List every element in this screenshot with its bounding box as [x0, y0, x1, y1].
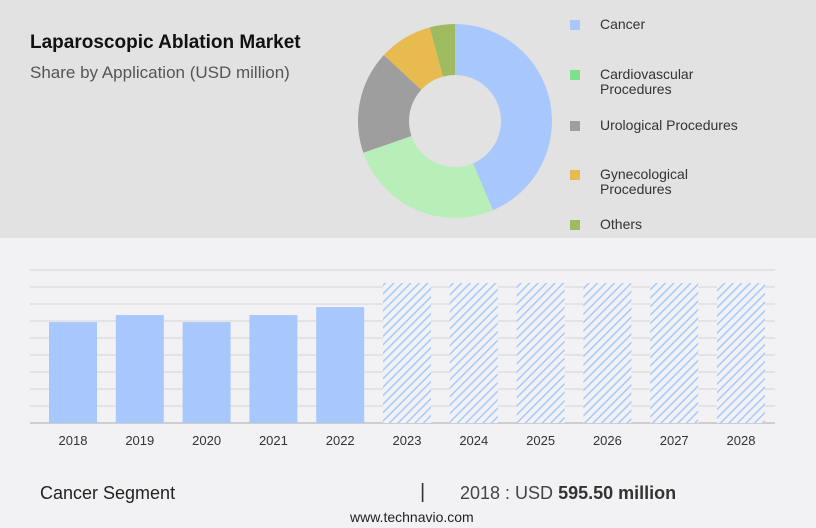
legend-swatch — [570, 70, 580, 80]
x-tick-label: 2025 — [526, 433, 555, 448]
separator: | — [420, 481, 426, 503]
donut-slice-cancer — [455, 24, 552, 211]
legend-label-line: Cardiovascular — [600, 66, 694, 82]
legend-label-line: Procedures — [600, 181, 672, 197]
bar — [49, 322, 97, 423]
x-tick-label: 2028 — [727, 433, 756, 448]
x-tick-label: 2020 — [192, 433, 221, 448]
legend-label: Urological Procedures — [600, 118, 800, 133]
x-tick-label: 2019 — [125, 433, 154, 448]
x-tick-label: 2018 — [59, 433, 88, 448]
bar — [316, 307, 365, 423]
forecast-bar — [717, 283, 765, 423]
forecast-bar — [383, 283, 431, 423]
donut-slice-others — [429, 24, 455, 77]
x-tick-label: 2027 — [660, 433, 689, 448]
x-tick-label: 2023 — [393, 433, 422, 448]
legend-label-line: Urological Procedures — [600, 117, 738, 133]
legend-label: Gynecological Procedures — [600, 167, 800, 197]
forecast-bar — [650, 283, 699, 423]
forecast-bar — [516, 283, 565, 423]
forecast-bar — [583, 283, 632, 423]
donut-chart — [358, 24, 552, 218]
legend-label: Cancer — [600, 17, 800, 32]
legend-label: Others — [600, 217, 800, 232]
bar — [249, 315, 298, 423]
segment-label: Cancer Segment — [40, 483, 176, 503]
x-tick-label: 2024 — [459, 433, 488, 448]
legend-label-line: Cancer — [600, 16, 646, 32]
legend-label-line: Others — [600, 216, 643, 232]
legend-swatch — [570, 220, 580, 230]
bar — [115, 315, 164, 423]
donut-slice-cardiovascular-procedures — [363, 136, 493, 218]
x-tick-label: 2026 — [593, 433, 622, 448]
legend-swatch — [570, 170, 580, 180]
chart-subtitle: Share by Application (USD million) — [30, 63, 290, 82]
x-tick-label: 2021 — [259, 433, 288, 448]
x-tick-label: 2022 — [326, 433, 355, 448]
segment-value: 2018 : USD 595.50 million — [460, 483, 677, 503]
bar — [182, 322, 231, 423]
legend-label-line: Procedures — [600, 81, 672, 97]
donut-slice-urological-procedures — [358, 55, 422, 153]
chart-title: Laparoscopic Ablation Market — [30, 32, 301, 53]
donut-slice-gynecological-procedures — [383, 27, 444, 90]
legend-label: Cardiovascular Procedures — [600, 67, 800, 97]
legend-label-line: Gynecological — [600, 166, 688, 182]
legend-swatch — [570, 121, 580, 131]
legend-swatch — [570, 20, 580, 30]
website-link[interactable]: www.technavio.com — [350, 509, 474, 525]
forecast-bar — [449, 283, 498, 423]
bar-chart: 2018 2019 2020 2021 2022 2023 2024 2025 2026 2027… — [30, 269, 775, 448]
